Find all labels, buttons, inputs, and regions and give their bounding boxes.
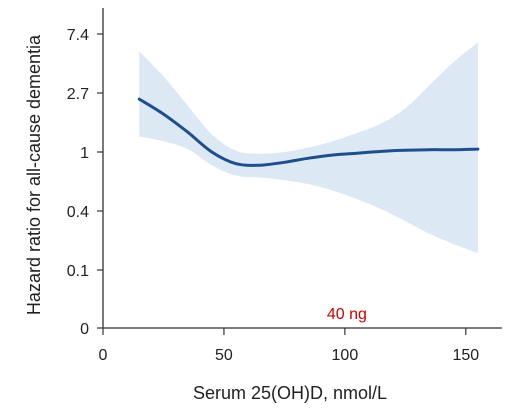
y-tick-label: 0.1: [67, 263, 89, 280]
hazard-ratio-curve: [137, 97, 480, 167]
y-tick-label: 2.7: [67, 86, 89, 103]
x-tick-label: 50: [215, 347, 233, 364]
x-tick-label: 150: [452, 347, 479, 364]
x-tick-label: 100: [332, 347, 359, 364]
y-tick-label: 7.4: [67, 27, 89, 44]
annotation-40ng: 40 ng: [327, 306, 367, 323]
y-tick-label: 0: [80, 321, 89, 338]
x-axis-title: Serum 25(OH)D, nmol/L: [193, 383, 387, 403]
y-tick-label: 0.4: [67, 204, 89, 221]
y-tick-label: 1: [80, 145, 89, 162]
confidence-band: [139, 42, 478, 254]
x-tick-label: 0: [99, 347, 108, 364]
y-axis-title: Hazard ratio for all-cause dementia: [24, 34, 44, 315]
